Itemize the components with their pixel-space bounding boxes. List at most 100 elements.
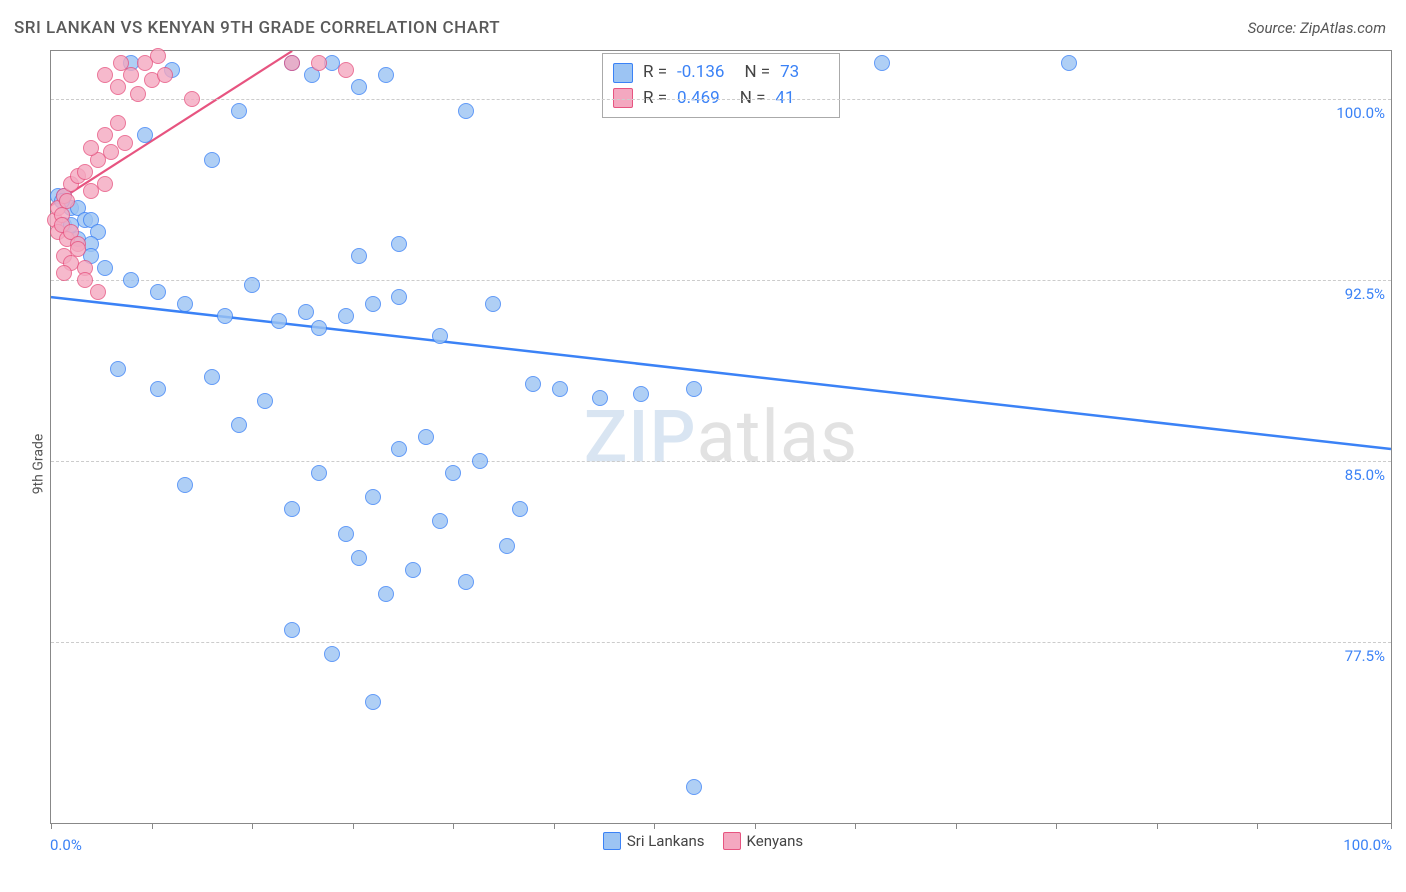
data-point bbox=[686, 381, 702, 397]
x-tick bbox=[353, 823, 354, 829]
data-point bbox=[150, 48, 166, 64]
x-axis-max-label: 100.0% bbox=[1343, 836, 1392, 854]
y-tick-label: 100.0% bbox=[1336, 104, 1385, 122]
data-point bbox=[157, 67, 173, 83]
data-point bbox=[378, 67, 394, 83]
correlation-legend: R = -0.136 N = 73R = 0.469N = 41 bbox=[602, 53, 840, 118]
data-point bbox=[97, 176, 113, 192]
data-point bbox=[351, 248, 367, 264]
data-point bbox=[117, 135, 133, 151]
data-point bbox=[874, 55, 890, 71]
data-point bbox=[217, 308, 233, 324]
corr-r-value: -0.136 bbox=[677, 60, 724, 86]
chart-source: Source: ZipAtlas.com bbox=[1248, 19, 1386, 37]
data-point bbox=[83, 140, 99, 156]
x-tick bbox=[855, 823, 856, 829]
data-point bbox=[90, 284, 106, 300]
data-point bbox=[204, 152, 220, 168]
data-point bbox=[59, 193, 75, 209]
watermark-part-b: atlas bbox=[697, 395, 859, 480]
data-point bbox=[405, 562, 421, 578]
x-tick bbox=[1056, 823, 1057, 829]
legend-swatch bbox=[613, 88, 633, 108]
data-point bbox=[110, 361, 126, 377]
data-point bbox=[177, 296, 193, 312]
data-point bbox=[284, 501, 300, 517]
data-point bbox=[324, 646, 340, 662]
data-point bbox=[485, 296, 501, 312]
data-point bbox=[77, 272, 93, 288]
data-point bbox=[123, 272, 139, 288]
data-point bbox=[445, 465, 461, 481]
data-point bbox=[432, 328, 448, 344]
data-point bbox=[458, 574, 474, 590]
corr-n-value: 73 bbox=[780, 60, 799, 86]
x-tick bbox=[1391, 823, 1392, 829]
data-point bbox=[351, 79, 367, 95]
data-point bbox=[365, 296, 381, 312]
data-point bbox=[97, 67, 113, 83]
data-point bbox=[77, 164, 93, 180]
y-tick-label: 92.5% bbox=[1345, 285, 1385, 303]
data-point bbox=[184, 91, 200, 107]
trend-lines-layer bbox=[51, 51, 1391, 823]
corr-n-label: N = bbox=[740, 86, 766, 112]
data-point bbox=[271, 313, 287, 329]
data-point bbox=[97, 260, 113, 276]
corr-n-label: N = bbox=[744, 60, 770, 86]
data-point bbox=[311, 55, 327, 71]
data-point bbox=[257, 393, 273, 409]
gridline-h bbox=[51, 642, 1391, 643]
x-tick bbox=[554, 823, 555, 829]
data-point bbox=[432, 513, 448, 529]
data-point bbox=[298, 304, 314, 320]
chart-title: SRI LANKAN VS KENYAN 9TH GRADE CORRELATI… bbox=[14, 18, 500, 38]
data-point bbox=[70, 241, 86, 257]
legend-swatch bbox=[613, 63, 633, 83]
data-point bbox=[177, 477, 193, 493]
data-point bbox=[378, 586, 394, 602]
data-point bbox=[244, 277, 260, 293]
data-point bbox=[284, 55, 300, 71]
corr-r-label: R = bbox=[643, 86, 667, 112]
data-point bbox=[284, 622, 300, 638]
data-point bbox=[458, 103, 474, 119]
data-point bbox=[123, 67, 139, 83]
data-point bbox=[391, 289, 407, 305]
x-tick bbox=[654, 823, 655, 829]
data-point bbox=[338, 308, 354, 324]
x-axis-labels: 0.0% 100.0% bbox=[50, 836, 1392, 854]
x-tick bbox=[152, 823, 153, 829]
data-point bbox=[97, 127, 113, 143]
data-point bbox=[365, 489, 381, 505]
gridline-h bbox=[51, 99, 1391, 100]
data-point bbox=[633, 386, 649, 402]
data-point bbox=[418, 429, 434, 445]
trend-line bbox=[51, 297, 1391, 449]
data-point bbox=[130, 86, 146, 102]
data-point bbox=[137, 127, 153, 143]
data-point bbox=[499, 538, 515, 554]
x-tick bbox=[453, 823, 454, 829]
data-point bbox=[110, 115, 126, 131]
data-point bbox=[150, 284, 166, 300]
corr-r-label: R = bbox=[643, 60, 667, 86]
x-tick bbox=[755, 823, 756, 829]
y-tick-label: 85.0% bbox=[1345, 466, 1385, 484]
data-point bbox=[231, 417, 247, 433]
watermark: ZIPatlas bbox=[584, 395, 858, 480]
x-tick bbox=[51, 823, 52, 829]
chart-header: SRI LANKAN VS KENYAN 9TH GRADE CORRELATI… bbox=[0, 0, 1406, 46]
data-point bbox=[552, 381, 568, 397]
chart-area: 9th Grade ZIPatlas R = -0.136N = 73R = 0… bbox=[14, 50, 1392, 878]
data-point bbox=[472, 453, 488, 469]
data-point bbox=[592, 390, 608, 406]
data-point bbox=[391, 441, 407, 457]
data-point bbox=[338, 526, 354, 542]
correlation-row: R = 0.469N = 41 bbox=[613, 86, 825, 112]
data-point bbox=[365, 694, 381, 710]
x-tick bbox=[1157, 823, 1158, 829]
data-point bbox=[150, 381, 166, 397]
data-point bbox=[311, 465, 327, 481]
data-point bbox=[391, 236, 407, 252]
